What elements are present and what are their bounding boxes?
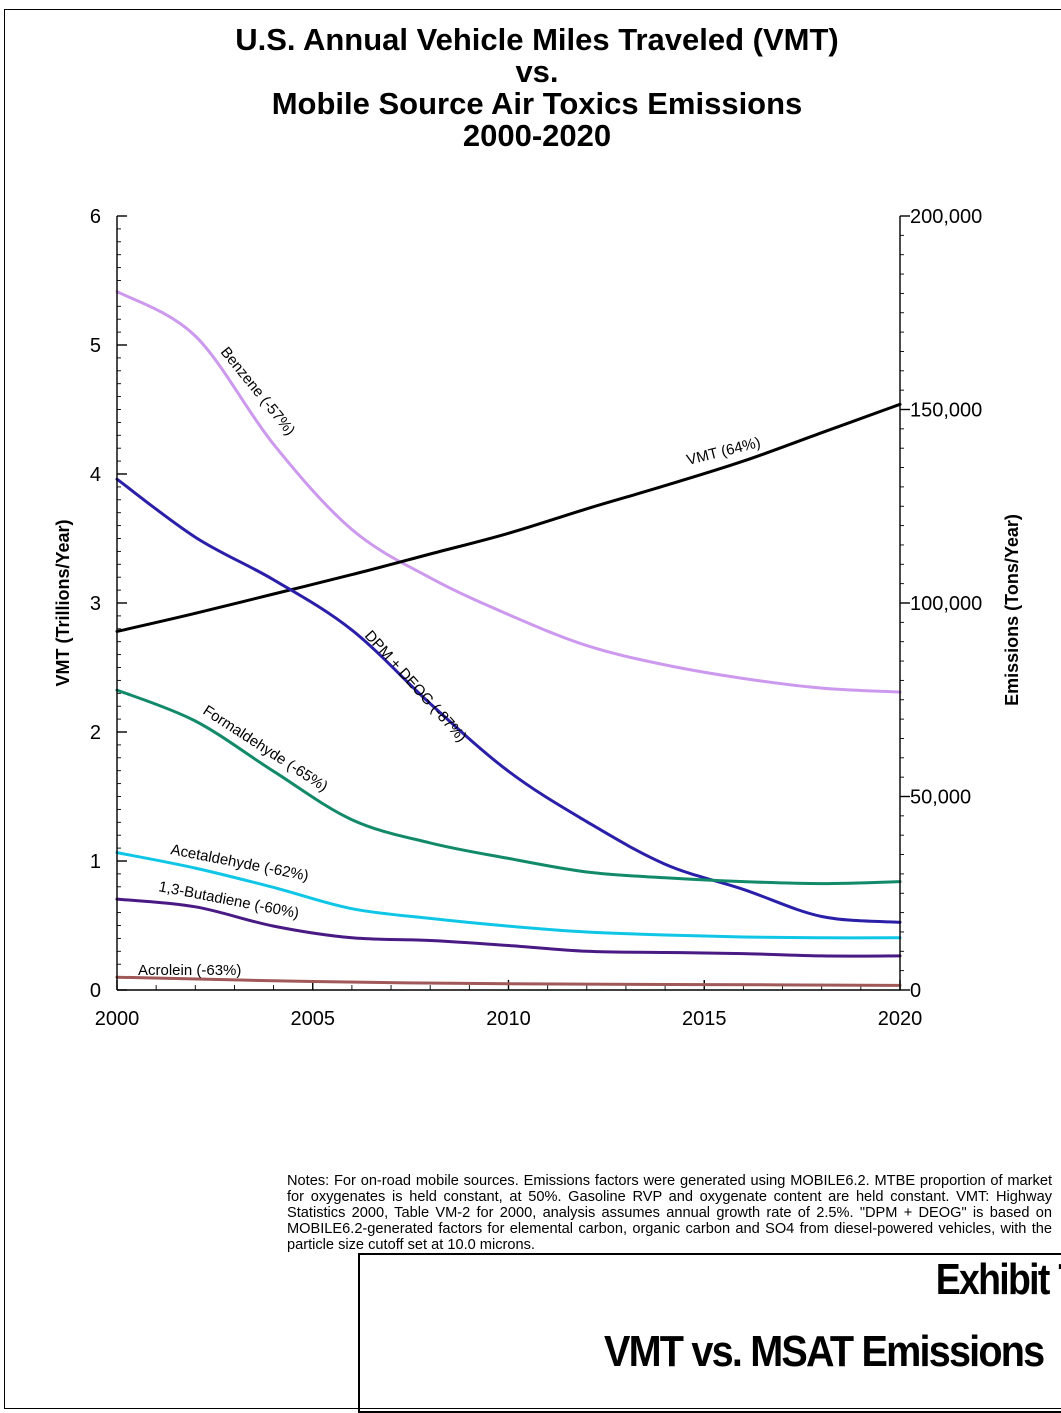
y-axis-label-right: Emissions (Tons/Year) [1002,514,1022,706]
y-left-tick-label: 4 [90,464,101,486]
series-lines [115,290,902,987]
series-line-dpm-deog-87 [115,477,902,924]
title-line: Mobile Source Air Toxics Emissions [271,86,803,121]
exhibit-box: Exhibit 7 VMT vs. MSAT Emissions [358,1253,1061,1413]
y-left-tick-label: 1 [90,851,101,873]
y-left-tick-label: 3 [90,593,101,615]
y-right-tick-label: 150,000 [910,400,982,422]
series-label-dpm-deog-87: DPM + DEOG (-87%) [361,627,470,745]
series-line-1-3-butadiene-60 [115,897,902,958]
chart: 0 1 2 3 4 5 6 0 50,000 100,000 150,000 200,000 2000 2… [53,206,1022,1030]
y-axis-label-left: VMT (Trillions/Year) [53,519,73,686]
y-left-tick-label: 0 [90,980,101,1002]
exhibit-number: Exhibit 7 [935,1255,1061,1304]
axes [116,216,901,991]
y-left-tick-label: 6 [90,206,101,228]
y-left-tick-label: 2 [90,722,101,744]
y-left-tick-label: 5 [90,335,101,357]
y-right-tick-label: 0 [910,980,921,1002]
y-right-tick-label: 100,000 [910,593,982,615]
series-line-acrolein-63 [115,975,902,987]
series-label-acrolein-63: Acrolein (-63%) [138,962,241,979]
notes-text: Notes: For on-road mobile sources. Emiss… [287,1173,1052,1253]
exhibit-caption: VMT vs. MSAT Emissions [604,1327,1045,1376]
title-line: vs. [515,54,559,89]
series-label-formaldehyde-65: Formaldehyde (-65%) [200,702,331,795]
y-right-tick-label: 200,000 [910,206,982,228]
x-tick-label: 2015 [682,1008,727,1030]
series-line-acetaldehyde-62 [115,851,902,940]
series-line-vmt-64 [115,402,902,633]
series-labels: Benzene (-57%)VMT (64%)DPM + DEOG (-87%)… [138,344,762,979]
series-line-formaldehyde-65 [115,688,902,886]
y-right-tick-label: 50,000 [910,787,971,809]
x-tick-label: 2005 [291,1008,336,1030]
x-tick-label: 2010 [486,1008,531,1030]
chart-title: U.S. Annual Vehicle Miles Traveled (VMT)… [117,24,957,152]
title-line: U.S. Annual Vehicle Miles Traveled (VMT) [235,22,839,57]
title-line: 2000-2020 [462,118,612,153]
x-tick-label: 2000 [95,1008,140,1030]
series-line-benzene-57 [115,290,902,694]
series-label-vmt-64: VMT (64%) [685,434,762,469]
tick-labels: 0 1 2 3 4 5 6 0 50,000 100,000 150,000 200,000 2000 2… [90,206,982,1030]
x-tick-label: 2020 [878,1008,923,1030]
